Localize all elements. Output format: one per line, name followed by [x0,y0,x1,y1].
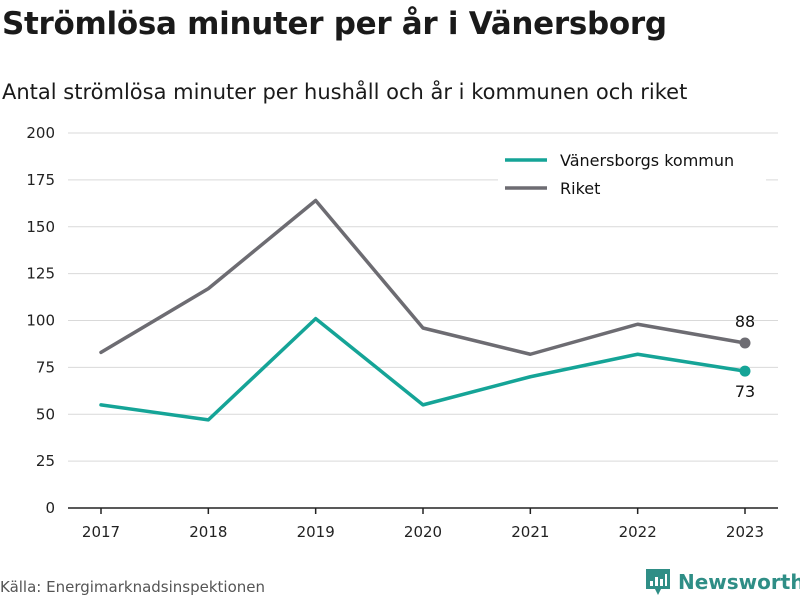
legend-label: Riket [560,179,600,198]
series-end-point-riket [739,337,751,349]
y-tick-label: 175 [26,171,55,189]
x-tick-label: 2019 [297,523,335,541]
series-line-v-nersborgs-kommun [99,316,747,422]
y-tick-label: 200 [26,124,55,142]
x-tick-label: 2020 [404,523,442,541]
x-tick-label: 2018 [189,523,227,541]
chart-title: Strömlösa minuter per år i Vänersborg [2,6,667,42]
end-value-label: 88 [735,312,755,331]
y-tick-label: 75 [36,358,55,376]
y-tick-label: 50 [36,405,55,423]
y-tick-label: 150 [26,218,55,236]
y-tick-label: 125 [26,265,55,283]
legend: Vänersborgs kommun Riket [498,145,766,207]
y-tick-labels: 0 25 50 75 100 125 150 175 200 [26,124,55,517]
brand-logo: Newsworthy [645,568,800,596]
y-tick-label: 100 [26,312,55,330]
newsworthy-icon [646,569,670,595]
x-tick-label: 2021 [511,523,549,541]
x-axis: 2017 2018 2019 2020 2021 2022 2023 [68,507,778,541]
legend-background [498,145,766,207]
x-tick-label: 2022 [619,523,657,541]
brand-name: Newsworthy [678,570,800,594]
series-end-point-v-nersborgs-kommun [739,365,751,377]
legend-label: Vänersborgs kommun [560,151,734,170]
end-labels: 73 88 [735,312,755,401]
series-lines [99,198,751,422]
end-value-label: 73 [735,382,755,401]
x-tick-label: 2023 [726,523,764,541]
y-tick-label: 25 [36,452,55,470]
source-note: Källa: Energimarknadsinspektionen [0,578,266,596]
chart-subtitle: Antal strömlösa minuter per hushåll och … [2,80,688,104]
y-tick-label: 0 [45,499,55,517]
x-tick-label: 2017 [82,523,120,541]
series-line-riket [99,198,747,356]
